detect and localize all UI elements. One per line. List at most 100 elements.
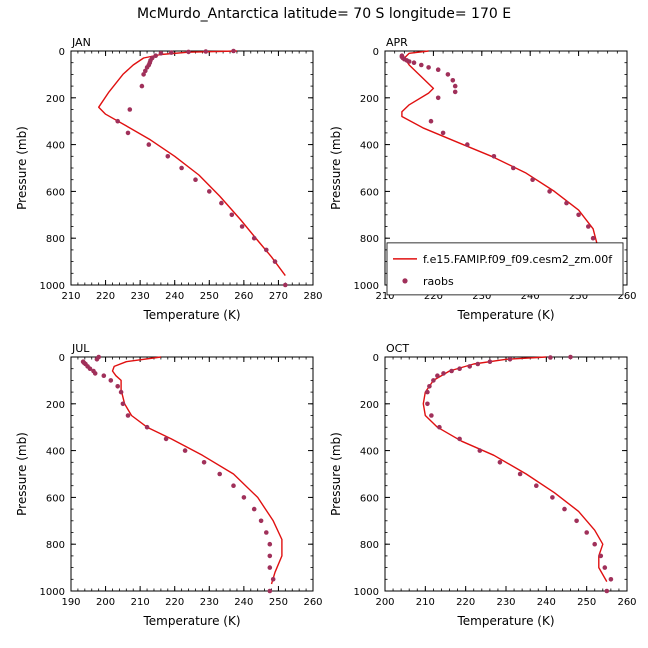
obs-point <box>251 506 257 512</box>
obs-point <box>127 107 133 112</box>
obs-point <box>426 65 431 70</box>
obs-point <box>101 373 107 379</box>
y-tick-label: 800 <box>46 234 65 245</box>
obs-point <box>547 189 552 194</box>
x-tick-label: 260 <box>303 597 322 608</box>
obs-point <box>576 212 581 218</box>
obs-point <box>534 483 539 489</box>
x-tick-label: 260 <box>617 597 636 608</box>
x-tick-label: 210 <box>61 291 80 302</box>
obs-point <box>574 518 579 524</box>
model-profile-line <box>97 50 286 277</box>
obs-point <box>115 384 120 389</box>
obs-point <box>165 154 171 159</box>
obs-point <box>517 471 523 477</box>
obs-point <box>267 588 273 594</box>
x-tick-label: 250 <box>569 291 588 302</box>
x-tick-label: 230 <box>131 291 150 302</box>
obs-point <box>163 436 169 442</box>
plot-frame <box>70 50 314 286</box>
obs-point <box>207 189 212 194</box>
panel-label: JUL <box>71 342 90 355</box>
obs-point <box>435 95 441 101</box>
obs-point <box>201 460 207 465</box>
obs-point <box>118 389 124 395</box>
obs-point <box>465 142 470 147</box>
x-axis-label: Temperature (K) <box>456 308 554 322</box>
legend-obs-marker <box>402 278 408 284</box>
panel-label: APR <box>386 36 408 49</box>
y-tick-label: 0 <box>59 353 65 364</box>
obs-point <box>608 577 614 582</box>
obs-point <box>445 72 451 77</box>
y-tick-label: 1000 <box>354 281 379 292</box>
x-tick-label: 230 <box>496 597 515 608</box>
obs-point <box>182 448 188 453</box>
x-tick-label: 250 <box>200 291 219 302</box>
obs-point <box>467 364 473 369</box>
obs-point <box>193 177 198 182</box>
plot-frame <box>384 356 628 592</box>
obs-point <box>411 60 417 65</box>
obs-point <box>428 118 434 124</box>
obs-point <box>530 177 535 182</box>
obs-point <box>487 359 493 365</box>
y-tick-label: 600 <box>360 187 379 198</box>
panel-jan: 210 220 230 240 250 260 270 280 0 200 400 600 800 100… <box>15 36 323 322</box>
y-tick-label: 0 <box>373 353 379 364</box>
obs-point <box>592 541 597 547</box>
obs-point <box>450 78 456 83</box>
y-tick-label: 400 <box>360 141 379 152</box>
obs-point <box>431 378 436 383</box>
obs-point <box>239 224 245 229</box>
obs-point <box>203 49 209 54</box>
obs-point <box>598 553 604 559</box>
x-tick-label: 240 <box>234 597 253 608</box>
obs-point <box>548 355 553 360</box>
obs-point <box>251 235 257 241</box>
plot-frame <box>70 356 314 592</box>
obs-point <box>217 471 222 477</box>
y-tick-label: 400 <box>46 141 65 152</box>
obs-point <box>441 371 446 376</box>
obs-point <box>429 413 434 418</box>
obs-point <box>272 259 278 264</box>
obs-point <box>92 371 98 376</box>
x-tick-label: 210 <box>375 291 394 302</box>
obs-point <box>141 72 146 77</box>
panel-apr: 210 220 230 240 250 260 0 200 400 600 800 1000 APR Te… <box>329 36 637 322</box>
y-tick-label: 200 <box>46 400 65 411</box>
obs-point <box>425 389 430 395</box>
obs-point <box>457 366 462 372</box>
obs-point <box>231 483 236 489</box>
obs-point <box>491 154 497 159</box>
y-tick-label: 400 <box>360 447 379 458</box>
obs-point <box>158 51 164 56</box>
legend-box <box>386 242 624 296</box>
y-tick-label: 200 <box>360 400 379 411</box>
obs-point <box>231 48 236 54</box>
obs-point <box>477 448 483 453</box>
obs-point <box>241 495 247 500</box>
x-tick-label: 250 <box>577 597 596 608</box>
panel-jul: 190 200 210 220 230 240 250 260 0 200 400 600 800 100… <box>15 342 323 628</box>
obs-point <box>144 65 150 70</box>
model-profile-line <box>401 50 614 284</box>
panel-oct: 200 210 220 230 240 250 260 0 200 400 600 800 1000 OC… <box>329 342 637 628</box>
obs-point <box>169 50 174 55</box>
x-tick-label: 240 <box>521 291 540 302</box>
x-axis-label: Temperature (K) <box>142 308 240 322</box>
obs-point <box>435 373 440 379</box>
obs-point <box>602 565 608 570</box>
obs-point <box>267 565 273 570</box>
x-tick-label: 280 <box>303 291 322 302</box>
obs-point <box>568 354 573 360</box>
obs-point <box>143 68 148 74</box>
obs-point <box>604 588 610 594</box>
obs-point <box>264 247 269 253</box>
y-axis-label: Pressure (mb) <box>15 126 29 210</box>
obs-point <box>584 530 589 535</box>
x-tick-label: 220 <box>424 291 443 302</box>
obs-point <box>267 553 273 559</box>
